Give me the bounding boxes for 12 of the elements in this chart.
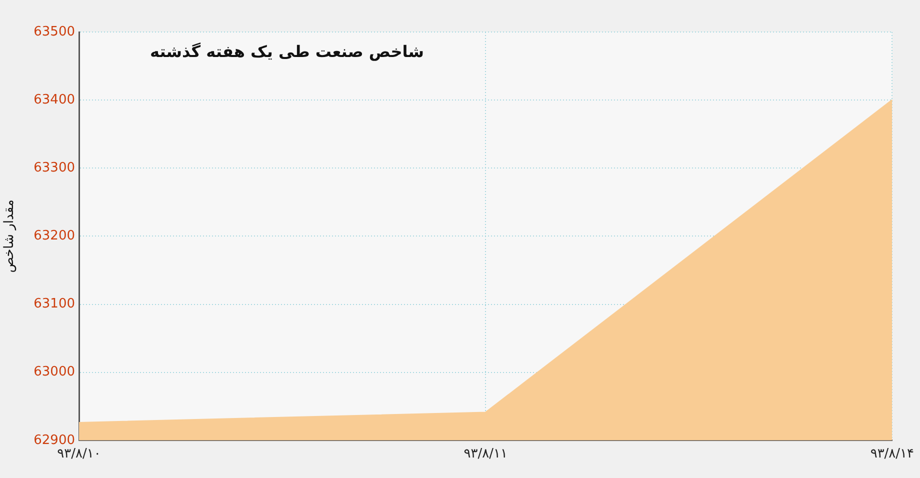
x-tick-label: ۹۳/۸/۱۴ bbox=[870, 446, 914, 462]
y-tick-label: 62900 bbox=[34, 432, 75, 448]
x-tick-label: ۹۳/۸/۱۱ bbox=[464, 446, 508, 462]
x-tick-label: ۹۳/۸/۱۰ bbox=[57, 446, 101, 462]
text: شاخص صنعت طی یک هفته گذشته bbox=[150, 42, 424, 62]
y-tick-label: 63000 bbox=[34, 364, 75, 380]
y-axis-title: مقدار شاخص bbox=[2, 200, 18, 273]
y-tick-label: 63400 bbox=[34, 92, 75, 108]
y-tick-label: 63100 bbox=[34, 296, 75, 312]
y-tick-label: 63200 bbox=[34, 228, 75, 244]
y-tick-label: 63500 bbox=[34, 24, 75, 40]
y-tick-label: 63300 bbox=[34, 160, 75, 176]
